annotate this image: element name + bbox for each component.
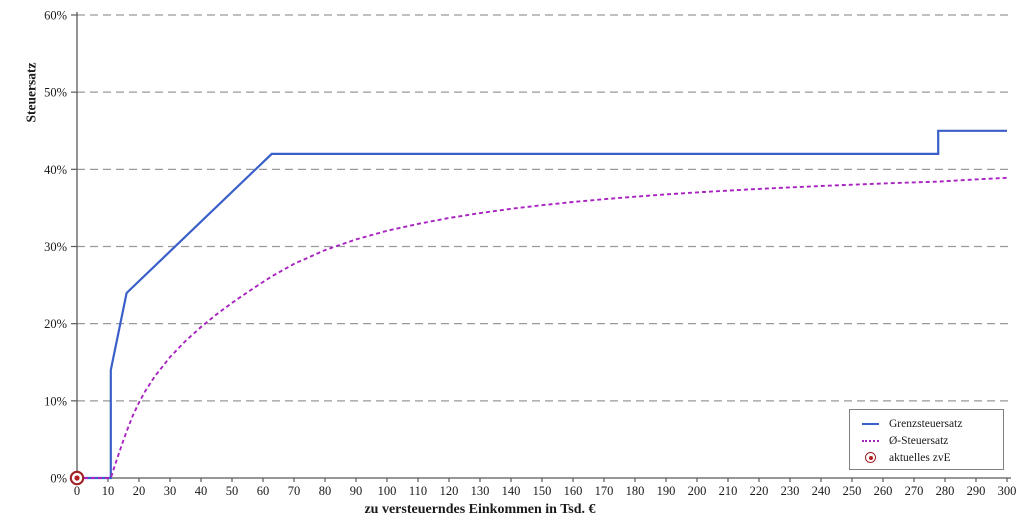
x-tick-label: 220: [750, 484, 769, 498]
x-tick-label: 170: [595, 484, 614, 498]
y-tick-label: 10%: [44, 394, 67, 408]
y-tick-label: 20%: [44, 317, 67, 331]
y-axis-title: Steuersatz: [23, 62, 39, 123]
x-tick-label: 70: [288, 484, 301, 498]
x-tick-label: 280: [936, 484, 955, 498]
y-tick-label: 40%: [44, 163, 67, 177]
y-tick-label: 50%: [44, 86, 67, 100]
x-tick-label: 270: [905, 484, 924, 498]
x-tick-label: 20: [133, 484, 146, 498]
solid-line-swatch-icon: [862, 422, 879, 425]
legend-label-grenzsteuersatz: Grenzsteuersatz: [889, 417, 963, 430]
x-tick-label: 30: [164, 484, 177, 498]
x-tick-label: 160: [564, 484, 583, 498]
x-tick-label: 120: [440, 484, 459, 498]
circle-marker-dot-icon: [868, 455, 873, 460]
legend-item-grenzsteuersatz: Grenzsteuersatz: [862, 416, 1003, 431]
x-tick-label: 80: [319, 484, 332, 498]
x-tick-label: 130: [471, 484, 490, 498]
x-tick-label: 0: [74, 484, 80, 498]
dotted-line-swatch-icon: [862, 439, 879, 442]
legend-item-aktuelles-zve: aktuelles zvE: [862, 450, 1003, 465]
x-tick-label: 140: [502, 484, 521, 498]
series-line-0: [77, 129, 1007, 480]
x-tick-label: 10: [102, 484, 115, 498]
x-tick-label: 300: [998, 484, 1017, 498]
legend-item-avg-steuersatz: Ø-Steuersatz: [862, 433, 1003, 448]
x-tick-label: 200: [688, 484, 707, 498]
x-tick-label: 250: [843, 484, 862, 498]
x-tick-label: 60: [257, 484, 270, 498]
legend-swatch-wrap: [862, 452, 879, 463]
circle-marker-swatch-icon: [865, 452, 876, 463]
x-tick-label: 90: [350, 484, 363, 498]
x-tick-label: 110: [409, 484, 427, 498]
x-tick-label: 230: [781, 484, 800, 498]
x-tick-label: 40: [195, 484, 208, 498]
y-tick-label: 0%: [50, 472, 67, 486]
x-tick-label: 180: [626, 484, 645, 498]
x-tick-label: 240: [812, 484, 831, 498]
y-tick-label: 60%: [44, 9, 67, 23]
legend-swatch-wrap: [862, 422, 879, 425]
legend-label-avg-steuersatz: Ø-Steuersatz: [889, 434, 949, 447]
x-axis-title: zu versteuerndes Einkommen in Tsd. €: [364, 502, 596, 517]
current-zve-marker-dot: [74, 475, 80, 481]
x-tick-label: 190: [657, 484, 676, 498]
x-tick-label: 260: [874, 484, 893, 498]
legend: Grenzsteuersatz Ø-Steuersatz aktuelles z…: [849, 409, 1004, 470]
x-tick-label: 290: [967, 484, 986, 498]
y-tick-label: 30%: [44, 240, 67, 254]
legend-label-aktuelles-zve: aktuelles zvE: [889, 451, 951, 464]
x-tick-label: 50: [226, 484, 239, 498]
legend-swatch-wrap: [862, 439, 879, 442]
x-tick-label: 210: [719, 484, 738, 498]
x-tick-label: 100: [378, 484, 397, 498]
series-line-1: [77, 176, 1008, 479]
x-tick-label: 150: [533, 484, 552, 498]
